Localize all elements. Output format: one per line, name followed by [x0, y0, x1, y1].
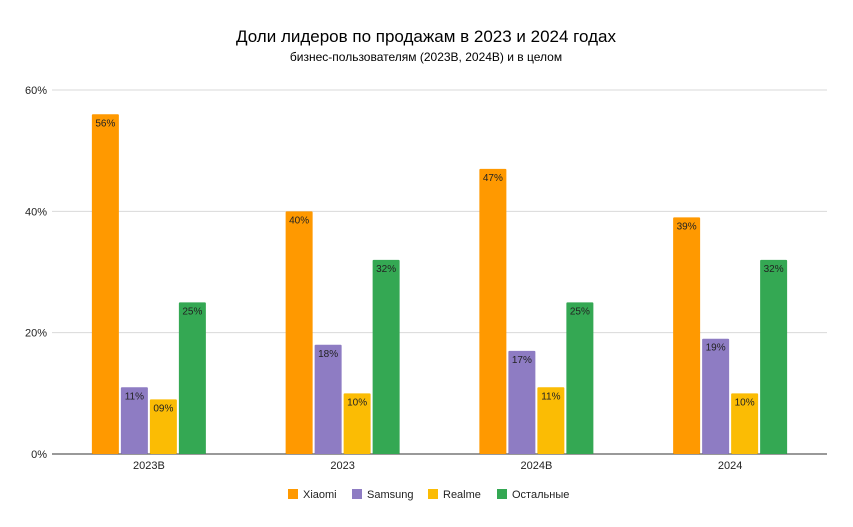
x-axis-ticks: 2023B 2023 2024B 2024 [133, 460, 742, 472]
data-label: 10% [735, 397, 755, 408]
data-label: 47% [483, 173, 503, 184]
y-tick-label: 20% [25, 328, 47, 340]
bar-остальные-2023b [178, 302, 206, 454]
bar-realme-2024 [731, 393, 759, 454]
bar-samsung-2023b [120, 387, 148, 454]
bar-остальные-2024 [760, 259, 788, 454]
bar-xiaomi-2024 [673, 217, 701, 454]
x-tick-label: 2024 [718, 460, 742, 472]
data-label: 11% [125, 391, 144, 402]
bar-samsung-2023 [314, 344, 342, 454]
bar-xiaomi-2024b [479, 168, 507, 454]
data-label: 19% [706, 343, 726, 354]
data-label: 25% [570, 306, 590, 317]
bar-xiaomi-2023b [91, 114, 119, 455]
y-tick-label: 0% [31, 449, 47, 461]
legend-swatch-samsung [352, 489, 362, 499]
data-label: 18% [318, 349, 338, 360]
x-tick-label: 2023B [133, 460, 165, 472]
legend-swatch-остальные [497, 489, 507, 499]
y-tick-label: 40% [25, 206, 47, 218]
x-tick-label: 2024B [520, 460, 552, 472]
data-label: 40% [289, 215, 309, 226]
data-label: 09% [153, 403, 173, 414]
chart-subtitle: бизнес-пользователям (2023B, 2024B) и в … [290, 50, 562, 64]
legend: Xiaomi Samsung Realme Остальные [288, 489, 569, 501]
legend-label: Xiaomi [303, 489, 337, 501]
legend-swatch-xiaomi [288, 489, 298, 499]
legend-swatch-realme [428, 489, 438, 499]
bar-realme-2023b [149, 399, 177, 454]
legend-label: Samsung [367, 489, 413, 501]
bar-samsung-2024b [508, 350, 536, 454]
bar-realme-2023 [343, 393, 371, 454]
bars: 56% 11% 09% 25% 40% 18% 10% 32% 47% 17% 11% 25% 39% 1… [91, 114, 788, 455]
data-label: 11% [541, 391, 560, 402]
data-label: 39% [677, 221, 697, 232]
bar-остальные-2023 [372, 259, 400, 454]
data-label: 10% [347, 397, 367, 408]
y-tick-label: 60% [25, 85, 47, 97]
y-axis-ticks: 0% 20% 40% 60% [25, 85, 47, 461]
x-tick-label: 2023 [330, 460, 354, 472]
data-label: 32% [764, 264, 784, 275]
data-label: 25% [182, 306, 202, 317]
legend-label: Остальные [512, 489, 569, 501]
legend-label: Realme [443, 489, 481, 501]
chart-title: Доли лидеров по продажам в 2023 и 2024 г… [236, 27, 616, 46]
data-label: 32% [376, 264, 396, 275]
bar-xiaomi-2023 [285, 211, 313, 454]
bar-samsung-2024 [702, 338, 730, 454]
bar-realme-2024b [537, 387, 565, 454]
bar-остальные-2024b [566, 302, 594, 454]
data-label: 56% [95, 118, 115, 129]
data-label: 17% [512, 355, 532, 366]
